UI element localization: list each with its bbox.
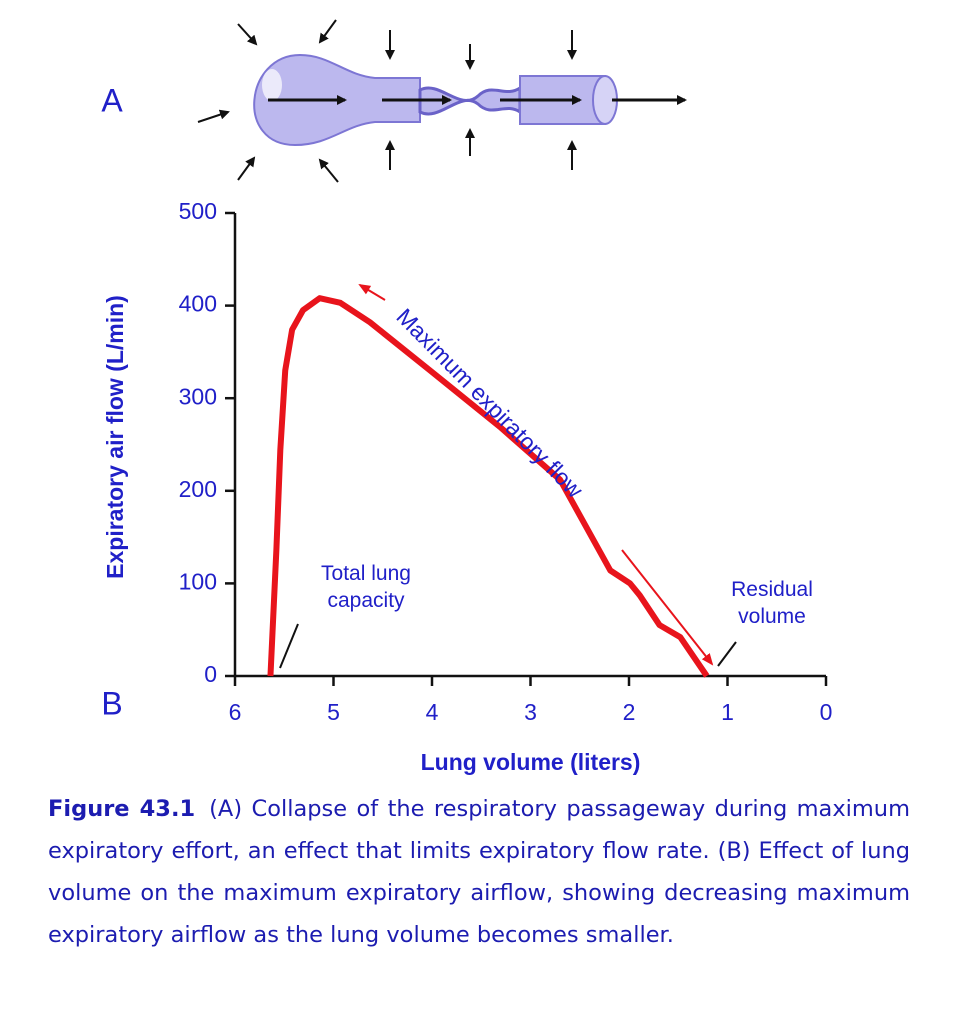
x-tick-label: 0 bbox=[820, 699, 833, 725]
annotation: capacity bbox=[327, 589, 405, 612]
annotation: Residual bbox=[731, 578, 813, 601]
caption-text: (A) Collapse of the respiratory passagew… bbox=[48, 796, 910, 948]
data-line bbox=[267, 295, 710, 678]
plot-area: 0 100 200 300 400 500 6 5 4 3 2 1 0 Lung volume (lite… bbox=[102, 198, 832, 775]
x-tick-label: 2 bbox=[623, 699, 636, 725]
x-tick-label: 1 bbox=[721, 699, 734, 725]
y-tick-label: 500 bbox=[179, 198, 217, 224]
x-tick-label: 5 bbox=[327, 699, 340, 725]
panel-label: A bbox=[101, 82, 123, 118]
y-tick-label: 0 bbox=[204, 661, 217, 687]
y-tick-label: 400 bbox=[179, 291, 217, 317]
panel-label: B bbox=[101, 685, 122, 721]
annotation: volume bbox=[738, 605, 806, 628]
y-tick-label: 200 bbox=[179, 476, 217, 502]
x-tick-label: 3 bbox=[524, 699, 537, 725]
annotation: Total lung bbox=[321, 562, 411, 585]
annotation-graphics bbox=[279, 283, 737, 669]
annotation: Maximum expiratory flow bbox=[391, 303, 588, 503]
x-tick-label: 4 bbox=[426, 699, 439, 725]
caption: Figure 43.1 (A) Collapse of the respirato… bbox=[48, 788, 910, 956]
figure: A B 0 100 200 300 400 500 6 5 4 3 2 1 0 Lung volume (… bbox=[101, 19, 832, 775]
caption-label: Figure 43.1 bbox=[48, 796, 196, 822]
y-tick-label: 100 bbox=[179, 568, 217, 594]
x-axis-label: Lung volume (liters) bbox=[421, 749, 641, 775]
x-tick-label: 6 bbox=[229, 699, 242, 725]
airway-diagram bbox=[197, 19, 687, 183]
y-tick-label: 300 bbox=[179, 383, 217, 409]
y-axis-label: Expiratory air flow (L/min) bbox=[102, 295, 128, 579]
